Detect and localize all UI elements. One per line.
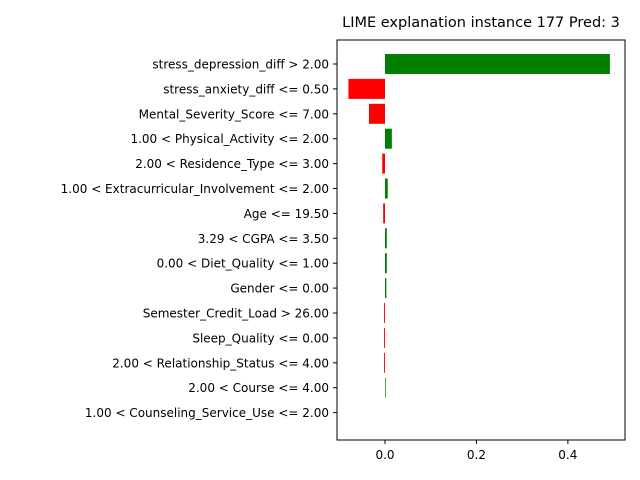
x-tick-label: 0.2 xyxy=(467,448,486,462)
x-axis-ticks: 0.0 0.2 0.4 xyxy=(375,440,577,462)
chart-title: LIME explanation instance 177 Pred: 3 xyxy=(342,15,620,31)
x-tick-label: 0.4 xyxy=(558,448,577,462)
y-tick-label: Semester_Credit_Load > 26.00 xyxy=(143,307,329,321)
y-tick-labels: stress_depression_diff > 2.00 stress_anxi… xyxy=(61,58,337,420)
bar xyxy=(369,103,385,124)
y-tick-label: 0.00 < Diet_Quality <= 1.00 xyxy=(157,257,329,271)
bar xyxy=(384,327,385,348)
y-tick-label: 2.00 < Relationship_Status <= 4.00 xyxy=(112,356,329,370)
bar xyxy=(385,377,386,398)
bar xyxy=(382,153,385,174)
y-tick-label: 2.00 < Course <= 4.00 xyxy=(188,381,329,395)
bar xyxy=(385,178,388,199)
bar xyxy=(384,352,385,373)
bar xyxy=(385,253,387,274)
x-tick-label: 0.0 xyxy=(375,448,394,462)
bars-group xyxy=(348,54,610,398)
y-tick-label: stress_anxiety_diff <= 0.50 xyxy=(163,82,329,96)
bar xyxy=(385,278,387,299)
y-tick-label: Age <= 19.50 xyxy=(244,207,329,221)
y-tick-label: Mental_Severity_Score <= 7.00 xyxy=(139,107,329,121)
bar xyxy=(385,54,610,74)
bar xyxy=(384,303,385,323)
y-tick-label: Sleep_Quality <= 0.00 xyxy=(192,331,329,345)
y-tick-label: 1.00 < Extracurricular_Involvement <= 2.… xyxy=(61,182,329,196)
y-tick-label: 1.00 < Physical_Activity <= 2.00 xyxy=(130,132,329,146)
y-tick-label: 3.29 < CGPA <= 3.50 xyxy=(198,232,329,246)
plot-frame xyxy=(336,39,626,441)
y-tick-label: 1.00 < Counseling_Service_Use <= 2.00 xyxy=(85,406,329,420)
bar xyxy=(383,203,385,224)
bar xyxy=(348,78,385,99)
y-tick-label: stress_depression_diff > 2.00 xyxy=(152,58,329,72)
y-tick-label: 2.00 < Residence_Type <= 3.00 xyxy=(135,157,329,171)
y-tick-label: Gender <= 0.00 xyxy=(230,282,329,296)
bar xyxy=(385,228,387,249)
bar xyxy=(385,128,392,149)
